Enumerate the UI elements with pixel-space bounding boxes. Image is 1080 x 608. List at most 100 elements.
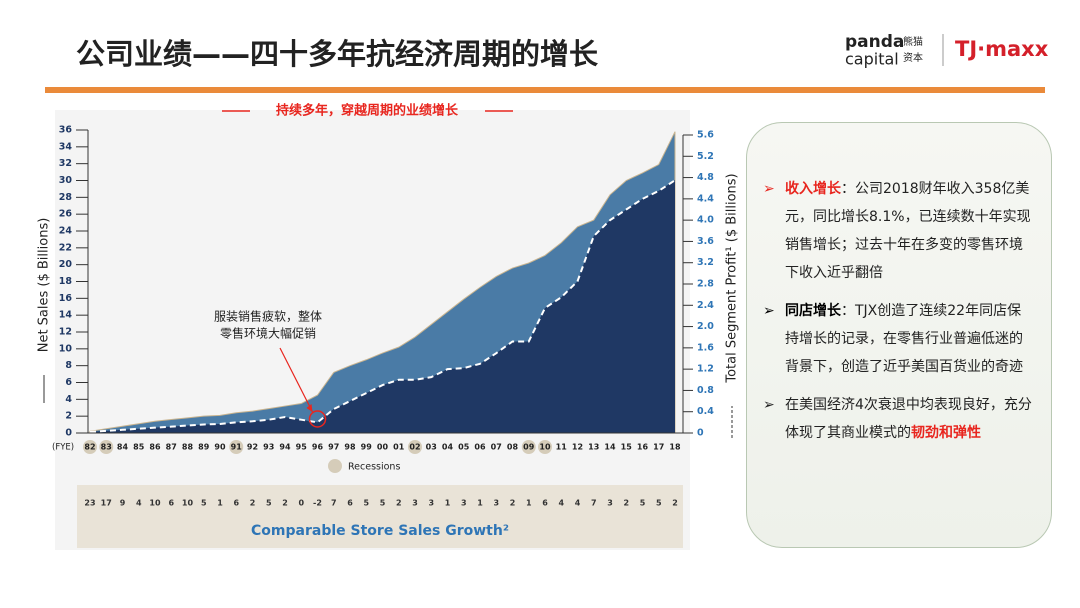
comp-sales-value: -2 <box>313 499 322 508</box>
x-tick-label: 10 <box>539 443 551 452</box>
comp-sales-value: 1 <box>526 499 532 508</box>
x-tick-label: 17 <box>653 443 664 452</box>
comp-sales-value: 3 <box>461 499 467 508</box>
y2-tick-label: 1.2 <box>697 364 714 375</box>
y-tick-label: 30 <box>59 175 73 186</box>
x-tick-label: 94 <box>279 443 291 452</box>
bullet-emphasis: 韧劲和弹性 <box>911 425 981 441</box>
bullet-text: 在美国经济4次衰退中均表现良好，充分体现了其商业模式的 <box>785 397 1032 441</box>
x-tick-label: 95 <box>296 443 308 452</box>
recession-marker <box>229 440 244 454</box>
x-tick-label: 01 <box>393 443 405 452</box>
x-tick-label: 00 <box>377 443 389 452</box>
y-tick-label: 2 <box>65 411 72 422</box>
title-rule <box>45 87 1045 93</box>
bullet: ➢ 同店增长：TJX创造了连续22年同店保持增长的记录，在零售行业普遍低迷的背景下… <box>763 297 1033 381</box>
annotation-arrowhead <box>306 404 313 412</box>
recession-marker <box>408 440 422 454</box>
comp-sales-value: 1 <box>477 499 483 508</box>
bullet-marker: ➢ <box>763 303 775 319</box>
summary-panel: ➢ 收入增长：公司2018财年收入358亿美元，同比增长8.1%，已连续数十年实现… <box>746 122 1052 548</box>
x-tick-label: 15 <box>621 443 633 452</box>
comp-sales-value: 17 <box>101 499 112 508</box>
y2-tick-label: 4.0 <box>697 215 714 226</box>
area <box>90 180 675 433</box>
y2-tick-label: 5.6 <box>697 130 714 141</box>
bullet: ➢ 在美国经济4次衰退中均表现良好，充分体现了其商业模式的韧劲和弹性 <box>763 391 1033 447</box>
comp-sales-value: 2 <box>672 499 678 508</box>
y-tick-label: 32 <box>59 158 72 169</box>
y-tick-label: 24 <box>59 226 73 237</box>
comp-sales-value: 2 <box>623 499 629 508</box>
annotation: 零售环境大幅促销 <box>220 326 316 341</box>
bullet-marker: ➢ <box>763 397 775 413</box>
bullet-marker: ➢ <box>763 181 775 197</box>
comp-sales-value: 4 <box>136 499 142 508</box>
y2-tick-label: 3.6 <box>697 236 714 247</box>
x-tick-label: 08 <box>507 443 519 452</box>
x-tick-label: 90 <box>214 443 226 452</box>
comp-sales-value: 5 <box>363 499 369 508</box>
comp-sales-value: 1 <box>445 499 451 508</box>
logo-text: panda <box>845 32 904 52</box>
comp-sales-value: 7 <box>331 499 337 508</box>
comp-sales-value: 0 <box>298 499 304 508</box>
y-axis-label: Net Sales ($ Billions) <box>37 218 52 353</box>
x-tick-label: 83 <box>101 443 112 452</box>
comp-sales-value: 3 <box>428 499 434 508</box>
y2-tick-label: 0.4 <box>697 406 714 417</box>
x-tick-label: 09 <box>523 443 535 452</box>
recession-legend: Recessions <box>348 462 400 473</box>
bullet-text: ：公司2018财年收入358亿美元，同比增长8.1%，已连续数十年实现销售增长；… <box>785 181 1031 281</box>
x-tick-label: 14 <box>604 443 616 452</box>
slide-title: 公司业绩——四十多年抗经济周期的增长 <box>76 37 599 71</box>
x-tick-label: 18 <box>669 443 681 452</box>
bullet: ➢ 收入增长：公司2018财年收入358亿美元，同比增长8.1%，已连续数十年实现… <box>763 175 1033 287</box>
y-tick-label: 28 <box>59 192 73 203</box>
y-tick-label: 22 <box>59 242 72 253</box>
comp-sales-value: 6 <box>233 499 239 508</box>
comp-sales-value: 6 <box>542 499 548 508</box>
y2-tick-label: 5.2 <box>697 151 714 162</box>
annotation: 服装销售疲软，整体 <box>214 309 322 324</box>
x-tick-label: 96 <box>312 443 324 452</box>
bullet-text: ：TJX创造了连续22年同店保持增长的记录，在零售行业普遍低迷的背景下，创造了近… <box>785 303 1023 375</box>
x-tick-label: 92 <box>247 443 258 452</box>
x-tick-label: 11 <box>556 443 568 452</box>
recession-marker <box>99 440 114 454</box>
x-tick-label: 16 <box>637 443 649 452</box>
comp-sales-value: 3 <box>493 499 499 508</box>
y-tick-label: 18 <box>59 276 73 287</box>
x-tick-label: 06 <box>474 443 486 452</box>
comp-sales-value: 10 <box>149 499 161 508</box>
comp-sales-value: 2 <box>396 499 402 508</box>
y2-tick-label: 1.6 <box>697 342 714 353</box>
annotation-circle <box>308 410 327 428</box>
comp-sales-value: 2 <box>282 499 288 508</box>
y-tick-label: 20 <box>59 259 73 270</box>
comp-sales-value: 4 <box>575 499 581 508</box>
recession-legend-marker <box>328 459 342 473</box>
x-tick-label: 03 <box>426 443 437 452</box>
chart-subtitle: 持续多年，穿越周期的业绩增长 <box>276 103 459 119</box>
x-tick-label: 84 <box>117 443 129 452</box>
recession-marker <box>83 440 97 454</box>
comp-sales-value: 6 <box>347 499 353 508</box>
y-tick-label: 4 <box>65 394 72 405</box>
comp-sales-value: 6 <box>168 499 174 508</box>
x-tick-label: 93 <box>263 443 274 452</box>
x-tick-label: 85 <box>133 443 145 452</box>
y-tick-label: 10 <box>59 343 73 354</box>
comp-sales-value: 7 <box>591 499 597 508</box>
comp-sales-value: 5 <box>380 499 386 508</box>
comp-sales-value: 10 <box>182 499 194 508</box>
y-tick-label: 26 <box>59 209 73 220</box>
recession-marker <box>538 440 552 454</box>
x-tick-label: 04 <box>442 443 454 452</box>
x-tick-label: 98 <box>344 443 356 452</box>
y-tick-label: 6 <box>65 377 72 388</box>
y2-tick-label: 2.0 <box>697 321 714 332</box>
y-tick-label: 16 <box>59 293 73 304</box>
comp-sales-title: Comparable Store Sales Growth² <box>251 523 509 539</box>
